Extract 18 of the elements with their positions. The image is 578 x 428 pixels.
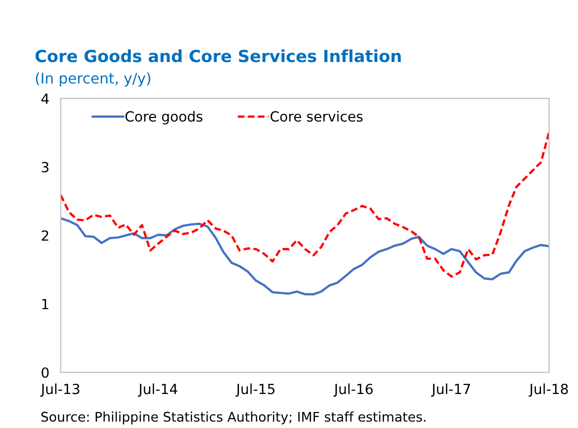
y-tick-label: 2 (42, 230, 48, 241)
source-note: Source: Philippine Statistics Authority; IMF staff estimates. (41, 412, 426, 424)
x-tick-label: Jul-14 (138, 383, 178, 397)
chart-subtitle: (In percent, y/y) (36, 72, 150, 86)
x-tick-label: Jul-17 (431, 383, 470, 397)
legend-label: Core goods (125, 110, 202, 124)
x-tick-label: Jul-15 (236, 383, 274, 397)
x-tick-label: Jul-18 (528, 383, 568, 397)
x-tick-label: Jul-13 (40, 383, 80, 397)
line-series (60, 130, 550, 278)
chart-title: Core Goods and Core Services Inflation (36, 49, 401, 62)
y-tick-label: 3 (42, 162, 48, 172)
x-tick-label: Jul-16 (333, 383, 373, 397)
y-tick-label: 4 (41, 94, 49, 104)
legend-label: Core services (270, 110, 363, 122)
y-tick-label: 0 (42, 367, 49, 378)
line-series (60, 217, 550, 296)
y-tick-label: 1 (42, 299, 48, 310)
